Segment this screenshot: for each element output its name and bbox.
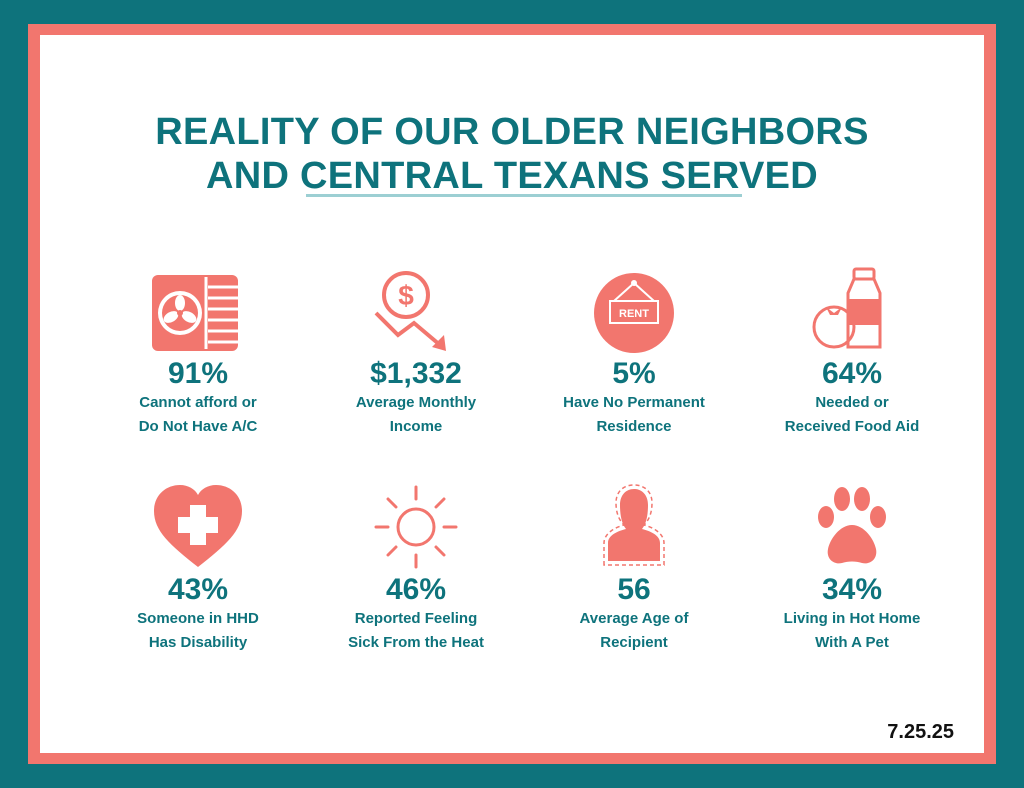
stat-disability: 43% Someone in HHD Has Disability [98, 481, 298, 655]
stat-label-line-2: Residence [596, 418, 672, 435]
sun-icon [374, 485, 458, 569]
title-line-1: REALITY OF OUR OLDER NEIGHBORS [155, 111, 869, 153]
stat-income: $ $1,332 Average Monthly Income [316, 265, 516, 439]
stat-value: 43% [167, 573, 229, 606]
air-conditioner-icon [152, 275, 238, 351]
rent-sign-icon: RENT [594, 273, 674, 353]
page-title: REALITY OF OUR OLDER NEIGHBORS AND CENTR… [40, 110, 984, 198]
stat-value: 91% [167, 357, 229, 390]
title-line-2: AND CENTRAL TEXANS SERVED [205, 155, 819, 197]
stat-age: 56 Average Age of Recipient [534, 481, 734, 655]
stat-value: 34% [821, 573, 883, 606]
stat-label-line-1: Average Age of [579, 610, 689, 627]
stat-label-line-1: Cannot afford or [139, 394, 257, 411]
stat-label-line-1: Needed or [815, 394, 889, 411]
svg-text:$: $ [398, 280, 414, 311]
svg-text:RENT: RENT [619, 308, 649, 320]
stat-pet: 34% Living in Hot Home With A Pet [752, 481, 952, 655]
stat-label-line-2: Received Food Aid [784, 418, 920, 435]
stat-value: 5% [612, 357, 656, 390]
money-decline-icon: $ [374, 271, 446, 351]
stat-label-line-1: Average Monthly [355, 394, 477, 411]
paw-icon [818, 487, 886, 564]
title-divider [306, 194, 742, 197]
heart-cross-icon [154, 485, 242, 567]
stat-label-line-2: Do Not Have A/C [138, 418, 258, 435]
food-aid-icon [812, 267, 882, 349]
stat-label-line-2: Sick From the Heat [348, 634, 484, 651]
stat-food: 64% Needed or Received Food Aid [752, 265, 952, 439]
stat-value: 64% [821, 357, 883, 390]
stat-label-line-1: Reported Feeling [354, 610, 478, 627]
stat-label-line-2: Recipient [600, 634, 668, 651]
outer-frame: REALITY OF OUR OLDER NEIGHBORS AND CENTR… [28, 24, 996, 764]
stat-label-line-2: Has Disability [148, 634, 248, 651]
stat-label-line-1: Someone in HHD [137, 610, 259, 627]
stat-value: 46% [385, 573, 447, 606]
infographic-panel: REALITY OF OUR OLDER NEIGHBORS AND CENTR… [40, 35, 984, 753]
stat-residence: RENT 5% Have No Permanent Residence [534, 265, 734, 439]
stat-label-line-2: With A Pet [815, 634, 889, 651]
stat-label-line-1: Living in Hot Home [783, 610, 921, 627]
stat-value: 56 [617, 573, 651, 606]
date-stamp: 7.25.25 [887, 721, 954, 743]
stat-heat-sick: 46% Reported Feeling Sick From the Heat [316, 481, 516, 655]
person-icon [603, 484, 665, 566]
stat-label-line-1: Have No Permanent [563, 394, 705, 411]
stat-value: $1,332 [370, 357, 462, 390]
stat-ac: 91% Cannot afford or Do Not Have A/C [98, 265, 298, 439]
stat-label-line-2: Income [389, 418, 443, 435]
